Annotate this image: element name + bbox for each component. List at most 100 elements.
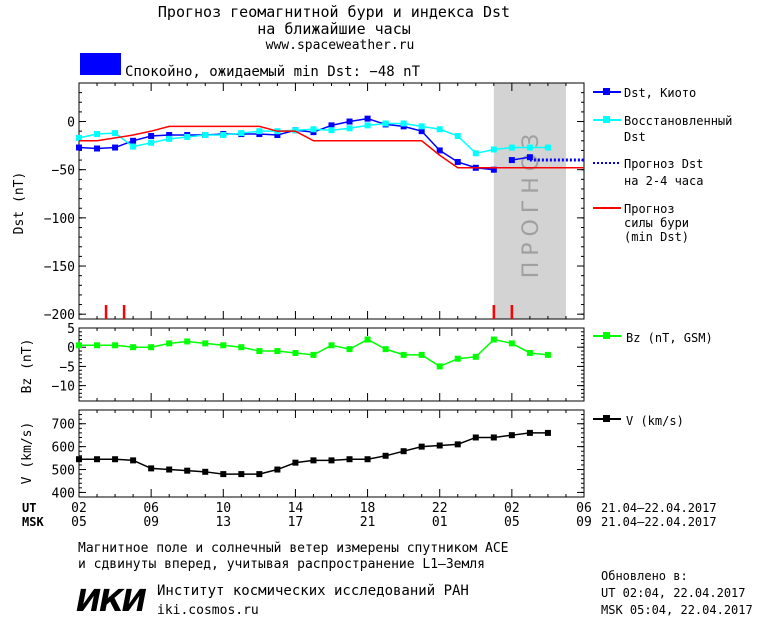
series-1-0 (76, 336, 551, 370)
data-point (400, 351, 407, 358)
legend-dst-restored-marker (603, 116, 610, 123)
data-point (256, 471, 263, 478)
panel-frame-1 (78, 327, 585, 402)
data-point (436, 126, 443, 133)
y-tick-label: −200 (44, 308, 75, 323)
data-point (112, 144, 119, 151)
data-point (436, 147, 443, 154)
msk-tick-label: 09 (143, 515, 159, 530)
data-point (112, 342, 119, 349)
data-point (472, 150, 479, 157)
data-point (148, 132, 155, 139)
series-line (79, 125, 584, 169)
y-tick-label: 400 (52, 486, 75, 501)
data-point (292, 127, 299, 134)
data-point (382, 120, 389, 127)
data-point (256, 128, 263, 135)
legend: Dst, Киото Восстановленный Dst Прогноз D… (593, 86, 732, 428)
data-point (364, 336, 371, 343)
data-point (238, 130, 245, 137)
data-point (76, 342, 82, 349)
y-tick-label: −5 (59, 360, 75, 375)
data-point (238, 344, 245, 351)
updated-msk: MSK 05:04, 22.04.2017 (601, 603, 753, 617)
data-point (202, 340, 209, 347)
data-point (418, 128, 425, 135)
y-tick-label: 5 (67, 322, 75, 337)
series-0-2 (76, 120, 551, 157)
data-point (454, 158, 461, 165)
data-point (364, 122, 371, 129)
y-tick-label: 700 (52, 418, 75, 433)
data-point (508, 144, 515, 151)
data-point (490, 146, 497, 153)
data-point (490, 434, 497, 441)
data-point (130, 344, 137, 351)
msk-tick-label: 21 (360, 515, 376, 530)
legend-bz-label: Bz (nT, GSM) (626, 331, 713, 345)
institute-name: Институт космических исследований РАН (157, 583, 469, 599)
data-point (454, 441, 461, 448)
legend-storm-forecast-label-3: (min Dst) (624, 230, 689, 244)
data-point (508, 432, 515, 439)
institute-url[interactable]: iki.cosmos.ru (157, 603, 259, 618)
data-point (382, 452, 389, 459)
data-point (526, 144, 533, 151)
data-point (202, 132, 209, 139)
data-point (238, 471, 245, 478)
ut-tick-label: 02 (504, 501, 520, 516)
data-point (184, 133, 191, 140)
legend-dst-kyoto: Dst, Киото (593, 86, 696, 100)
data-point (436, 363, 443, 370)
data-point (346, 118, 353, 125)
data-point (202, 468, 209, 475)
data-point (418, 123, 425, 130)
data-point (148, 344, 155, 351)
data-point (544, 351, 551, 358)
series-line (78, 117, 494, 171)
data-point (184, 467, 191, 474)
data-point (292, 349, 299, 356)
ut-tick-label: 02 (71, 501, 87, 516)
updated-label: Обновлено в: (601, 569, 688, 583)
data-point (400, 120, 407, 127)
data-point (166, 132, 173, 139)
data-point (274, 132, 281, 139)
status-text: Спокойно, ожидаемый min Dst: −48 nT (125, 64, 421, 80)
data-point (454, 355, 461, 362)
panel-frame-2 (78, 409, 585, 498)
series-0-0 (76, 115, 497, 173)
legend-dst-forecast: Прогноз Dst на 2-4 часа (593, 157, 703, 188)
data-point (130, 137, 137, 144)
data-point (472, 434, 479, 441)
data-point (220, 471, 227, 478)
data-point (328, 127, 335, 134)
msk-tick-label: 05 (71, 515, 87, 530)
data-point (310, 457, 317, 464)
data-point (220, 132, 227, 139)
ut-tick-label: 06 (576, 501, 592, 516)
page-title: Прогноз геомагнитной бури и индекса Dst (158, 3, 510, 21)
data-point (508, 157, 515, 164)
site-url[interactable]: www.spaceweather.ru (266, 38, 415, 53)
data-point (346, 456, 353, 463)
data-point (76, 456, 82, 463)
ut-date-range: 21.04–22.04.2017 (601, 501, 717, 515)
data-point (184, 338, 191, 345)
data-point (94, 131, 101, 138)
data-point (76, 134, 82, 141)
msk-axis-label: MSK (22, 515, 44, 529)
data-point (328, 122, 335, 129)
data-point (346, 346, 353, 353)
ut-tick-label: 18 (360, 501, 376, 516)
data-point (544, 429, 551, 436)
data-point (148, 465, 155, 472)
ut-axis-label: UT (22, 501, 36, 515)
y-tick-label: 600 (52, 441, 75, 456)
data-point (166, 340, 173, 347)
data-point (328, 457, 335, 464)
dst-ylabel: Dst (nT) (12, 172, 27, 235)
msk-tick-label: 09 (576, 515, 592, 530)
note-line-1: Магнитное поле и солнечный ветер измерен… (78, 541, 508, 556)
